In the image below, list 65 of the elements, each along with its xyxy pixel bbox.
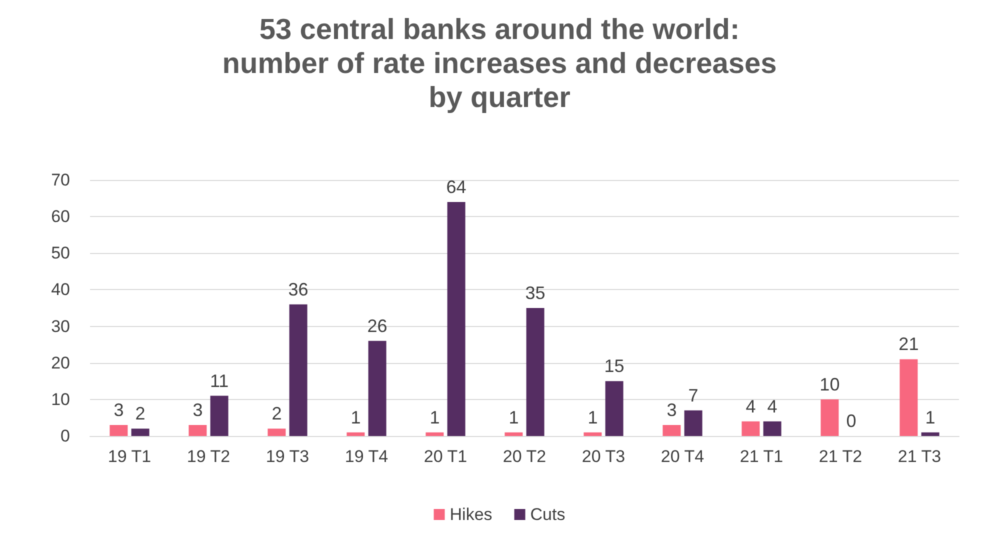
data-label: 1 [925, 407, 936, 428]
data-label: 3 [666, 400, 677, 420]
y-tick-label: 40 [51, 280, 70, 300]
data-label: 4 [767, 396, 778, 416]
chart-title: 53 central banks around the world: number of rate increases and decreases by quarter [222, 14, 777, 114]
x-tick-label: 20 T2 [502, 447, 546, 466]
y-tick-label: 60 [51, 207, 70, 226]
data-label: 11 [210, 370, 229, 391]
bar [188, 425, 207, 436]
data-label: 21 [898, 334, 919, 354]
bar [921, 432, 940, 436]
data-label: 1 [588, 407, 598, 428]
bar [289, 304, 308, 436]
bar [368, 340, 386, 436]
x-tick-label: 19 T4 [344, 447, 388, 466]
x-tick-label: 19 T1 [108, 447, 152, 466]
bar [131, 428, 150, 436]
bar [605, 381, 624, 436]
data-label: 15 [604, 356, 624, 376]
data-label: 2 [135, 404, 146, 424]
x-tick-label: 21 T2 [818, 447, 862, 466]
data-label: 0 [846, 411, 856, 431]
bar [742, 421, 760, 436]
bar [684, 410, 702, 436]
bar [662, 425, 681, 436]
y-tick-label: 10 [51, 390, 70, 409]
bar [346, 432, 365, 436]
bar [268, 428, 286, 436]
x-tick-label: 20 T1 [424, 447, 468, 466]
legend-label: Cuts [530, 505, 566, 524]
x-tick-label: 21 T3 [898, 447, 942, 466]
bar [426, 432, 444, 436]
x-tick-label: 19 T2 [186, 447, 230, 466]
bar [110, 425, 128, 436]
data-label: 35 [525, 283, 546, 303]
data-label: 3 [192, 400, 203, 420]
data-label: 1 [430, 407, 440, 428]
bar [504, 432, 523, 436]
data-label: 36 [288, 279, 308, 300]
data-label: 64 [446, 176, 466, 197]
bar [447, 202, 466, 436]
data-label: 4 [746, 396, 756, 416]
bar [763, 421, 782, 436]
y-tick-label: 0 [60, 426, 70, 446]
x-tick-label: 20 T3 [582, 447, 626, 466]
data-label: 26 [367, 316, 388, 336]
data-label: 1 [508, 407, 519, 428]
data-label: 1 [350, 407, 361, 428]
data-label: 3 [114, 400, 124, 420]
bar [210, 396, 228, 436]
legend-label: Hikes [450, 505, 492, 524]
bar [820, 399, 839, 436]
x-tick-label: 21 T1 [740, 447, 784, 466]
x-tick-label: 19 T3 [266, 447, 310, 466]
y-tick-label: 30 [51, 316, 70, 336]
bar [900, 359, 918, 436]
bar [526, 308, 544, 436]
data-label: 7 [688, 385, 698, 406]
bar [584, 432, 602, 436]
y-tick-label: 50 [51, 244, 70, 263]
data-label: 10 [820, 374, 840, 394]
y-tick-label: 70 [51, 170, 70, 190]
data-label: 2 [272, 404, 282, 424]
x-tick-label: 20 T4 [660, 447, 704, 466]
y-tick-label: 20 [51, 353, 70, 372]
